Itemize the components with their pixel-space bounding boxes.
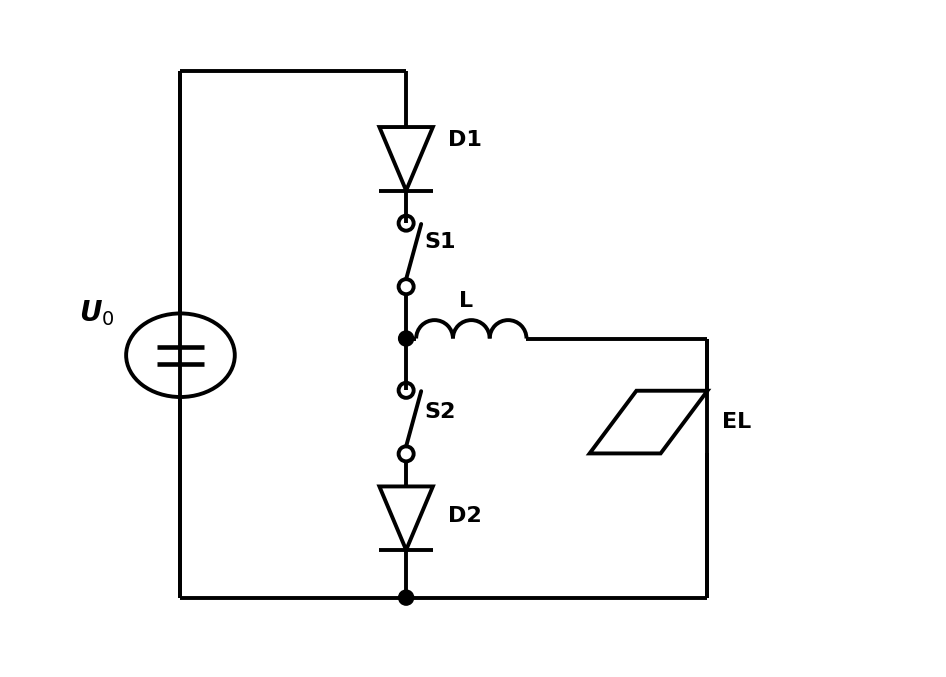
Text: EL: EL (723, 412, 752, 432)
Text: D1: D1 (447, 130, 482, 150)
Text: S1: S1 (425, 232, 456, 253)
Circle shape (398, 590, 413, 605)
Text: L: L (459, 290, 473, 311)
Text: D2: D2 (447, 506, 482, 527)
Circle shape (398, 331, 413, 346)
Text: S2: S2 (425, 402, 456, 422)
Text: U$_0$: U$_0$ (79, 299, 114, 328)
